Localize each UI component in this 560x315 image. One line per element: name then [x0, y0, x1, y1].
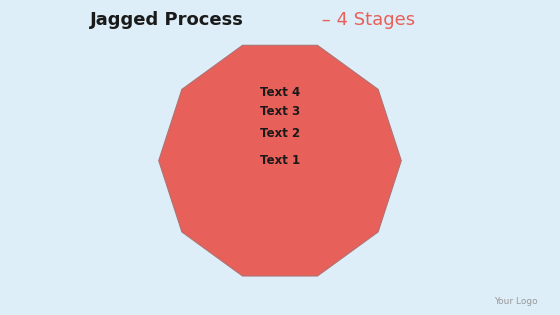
Text: Text 4: Text 4 [260, 86, 300, 100]
Polygon shape [187, 72, 373, 249]
Text: Your Logo: Your Logo [494, 296, 538, 306]
Polygon shape [216, 99, 344, 222]
Polygon shape [244, 126, 316, 195]
Text: Text 2: Text 2 [260, 127, 300, 140]
Text: – 4 Stages: – 4 Stages [316, 11, 416, 29]
Text: Text 1: Text 1 [260, 154, 300, 167]
Polygon shape [158, 45, 402, 276]
Text: Text 3: Text 3 [260, 105, 300, 118]
Text: Jagged Process: Jagged Process [90, 11, 244, 29]
